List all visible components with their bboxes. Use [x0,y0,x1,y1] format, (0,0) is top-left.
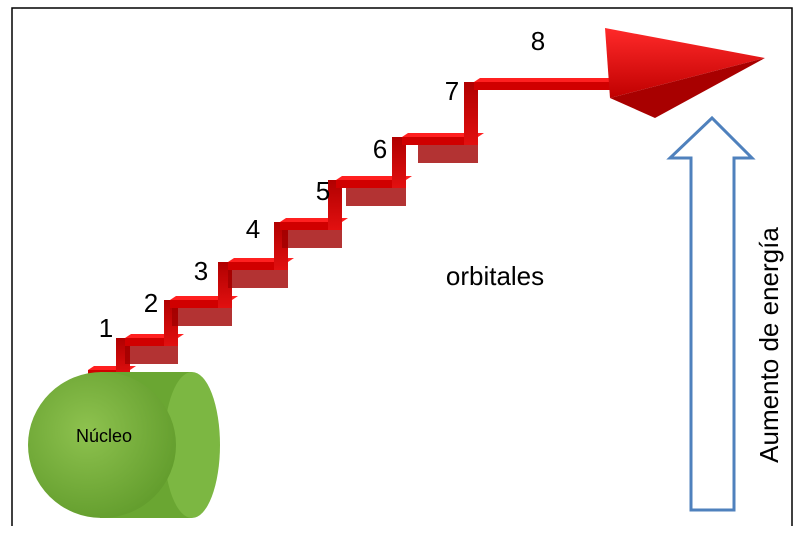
stair-tread [402,133,484,137]
stair-front [280,222,342,230]
stair-tread [474,78,618,82]
step-number: 3 [194,256,208,286]
step-number: 2 [144,288,158,318]
stair-shadow [172,308,232,326]
stair-front [402,137,478,145]
red-arrow-head [605,28,765,118]
stair-front [125,338,178,346]
stair-shadow [228,270,288,288]
energy-arrow [666,115,756,512]
nucleus-label: Núcleo [76,426,132,446]
stair-shadow [125,346,178,364]
stair-shadow [346,188,406,206]
stair-shadow [418,145,478,163]
nucleus [28,372,220,518]
step-number: 4 [246,214,260,244]
step-number: 7 [445,76,459,106]
step-number: 5 [316,176,330,206]
frame [11,7,793,526]
stair-shadow [282,230,342,248]
stair-front [336,180,406,188]
stair-front [474,82,612,90]
step-number: 8 [531,26,545,56]
stair-riser [392,137,406,188]
step-number: 1 [99,313,113,343]
step-number: 6 [373,134,387,164]
orbitals-label: orbitales [446,261,544,291]
stair-front [228,262,288,270]
stair-riser [464,82,478,145]
energy-label: Aumento de energía [754,227,784,463]
staircase [88,78,618,396]
stair-front [170,300,232,308]
stair-riser [328,180,342,230]
